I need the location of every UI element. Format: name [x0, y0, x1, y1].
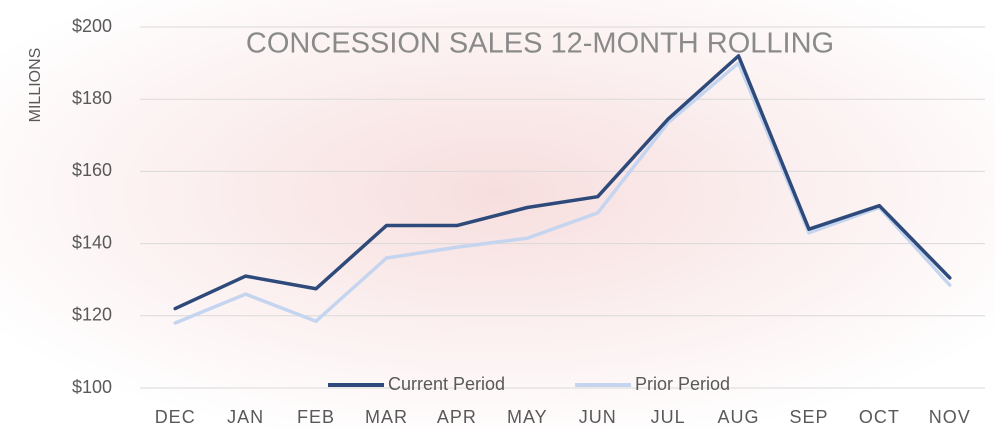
x-tick-label: MAY [507, 407, 548, 427]
x-tick-label: MAR [365, 407, 408, 427]
x-tick-label: JUN [579, 407, 617, 427]
legend-label: Current Period [388, 374, 505, 394]
legend-label: Prior Period [635, 374, 730, 394]
x-tick-label: JAN [227, 407, 264, 427]
x-tick-label: JUL [651, 407, 686, 427]
y-tick-label: $100 [72, 377, 112, 397]
x-tick-label: OCT [859, 407, 900, 427]
y-tick-label: $200 [72, 16, 112, 36]
x-tick-label: DEC [155, 407, 196, 427]
x-tick-label: APR [437, 407, 477, 427]
x-tick-label: AUG [718, 407, 760, 427]
y-axis-label: MILLIONS [27, 48, 44, 123]
x-tick-label: FEB [297, 407, 335, 427]
chart-title: CONCESSION SALES 12-MONTH ROLLING [246, 28, 834, 60]
y-tick-label: $140 [72, 232, 112, 252]
y-tick-label: $180 [72, 88, 112, 108]
x-tick-label: SEP [789, 407, 828, 427]
x-tick-label: NOV [929, 407, 971, 427]
chart: CONCESSION SALES 12-MONTH ROLLING MILLIO… [0, 0, 995, 429]
y-tick-label: $120 [72, 305, 112, 325]
y-tick-label: $160 [72, 160, 112, 180]
